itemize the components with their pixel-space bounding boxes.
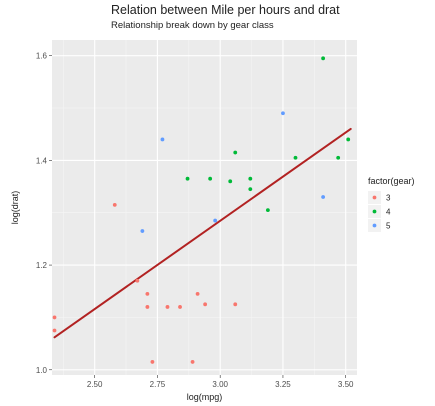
data-point-gear-5	[281, 111, 285, 116]
data-point-gear-4	[336, 155, 341, 160]
data-point-gear-5	[140, 229, 145, 233]
points-layer	[52, 56, 351, 364]
data-point-gear-5	[321, 195, 326, 199]
trend-line	[53, 127, 352, 339]
data-point-gear-3	[203, 302, 208, 307]
trend-line-layer	[53, 127, 352, 339]
data-point-gear-5	[160, 137, 165, 142]
x-axis-title: log(mpg)	[187, 392, 223, 402]
y-tick-label: 1.4	[36, 156, 48, 165]
data-point-gear-3	[195, 291, 200, 296]
y-tick-label: 1.0	[36, 366, 48, 375]
data-point-gear-3	[52, 315, 57, 320]
x-tick-label: 2.50	[87, 380, 103, 389]
x-tick-label: 3.50	[338, 380, 354, 389]
data-point-gear-3	[52, 328, 57, 333]
legend-label: 5	[386, 222, 391, 231]
data-point-gear-3	[150, 360, 155, 364]
legend-key-dot	[372, 209, 377, 214]
data-point-gear-3	[145, 291, 150, 296]
data-point-gear-4	[321, 56, 326, 61]
data-point-gear-3	[233, 302, 238, 307]
data-point-gear-4	[228, 179, 233, 184]
y-axis-ticks: 1.0 1.2 1.4 1.6	[36, 52, 52, 375]
data-point-gear-4	[248, 176, 253, 181]
legend-label: 4	[386, 208, 391, 217]
y-tick-label: 1.2	[36, 261, 48, 270]
legend-key-dot	[372, 195, 377, 200]
grid-major	[52, 40, 357, 375]
data-point-gear-4	[185, 176, 190, 181]
data-point-gear-4	[346, 137, 351, 142]
legend-title: factor(gear)	[368, 176, 415, 186]
y-tick-label: 1.6	[36, 52, 48, 61]
data-point-gear-3	[112, 202, 117, 207]
legend-key-dot	[372, 223, 377, 228]
data-point-gear-4	[265, 208, 270, 213]
legend-label: 3	[386, 194, 391, 203]
data-point-gear-4	[208, 176, 213, 181]
grid-minor	[52, 40, 357, 375]
y-axis-title: log(drat)	[10, 191, 20, 225]
data-point-gear-5	[213, 218, 218, 223]
chart-subtitle: Relationship break down by gear class	[111, 20, 274, 31]
plot-panel	[52, 40, 357, 375]
data-point-gear-3	[135, 278, 140, 283]
data-point-gear-4	[293, 155, 298, 160]
legend-entries: 3 4 5	[368, 191, 391, 232]
data-point-gear-3	[145, 305, 150, 309]
data-point-gear-4	[248, 187, 253, 192]
x-tick-label: 3.00	[212, 380, 228, 389]
chart-title: Relation between Mile per hours and drat	[111, 3, 340, 17]
x-tick-label: 2.75	[150, 380, 166, 389]
data-point-gear-3	[165, 305, 170, 309]
data-point-gear-3	[190, 360, 195, 364]
x-axis-ticks: 2.50 2.75 3.00 3.25 3.50	[87, 375, 354, 389]
x-tick-label: 3.25	[275, 380, 291, 389]
legend: factor(gear) 3 4 5	[368, 176, 415, 232]
data-point-gear-3	[178, 305, 182, 309]
data-point-gear-4	[233, 150, 238, 155]
